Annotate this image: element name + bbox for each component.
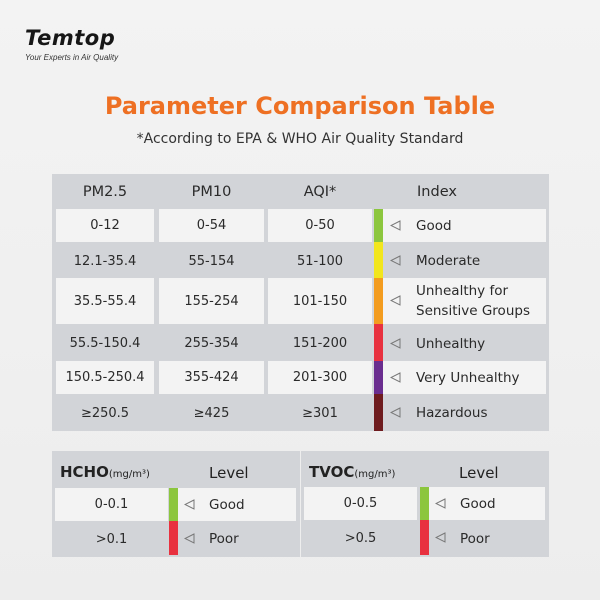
pointer-triangle-icon (435, 532, 446, 543)
level-color-bar (420, 487, 429, 520)
pointer-triangle-icon (390, 372, 401, 383)
header-pm25: PM2.5 (82, 184, 128, 200)
level-label: Hazardous (416, 405, 488, 421)
brand-tagline: Your Experts in Air Quality (25, 53, 119, 62)
level-color-bar (169, 521, 178, 555)
table-cell-pm25: 35.5-55.4 (56, 278, 154, 324)
index-cell-bg (383, 361, 546, 394)
header-index: Index (417, 184, 457, 200)
pointer-triangle-icon (390, 295, 401, 306)
page-subtitle: *According to EPA & WHO Air Quality Stan… (136, 131, 464, 147)
pointer-triangle-icon (390, 338, 401, 349)
table-cell-pm25: ≥250.5 (80, 405, 130, 421)
table-cell-pm25: 0-12 (56, 209, 154, 242)
tvoc-header: TVOC(mg/m³) (309, 463, 396, 481)
table-cell-pm10: 255-354 (184, 336, 239, 351)
table-cell-pm10: 55-154 (188, 253, 235, 269)
pointer-triangle-icon (184, 499, 195, 510)
level-color-bar (374, 278, 383, 324)
table-cell-pm25: 55.5-150.4 (69, 336, 141, 351)
parameter-comparison-table: PM2.5 PM10 AQI* Index 0-12 0-54 0-50 Goo… (52, 174, 549, 431)
brand-logo: Temtop Your Experts in Air Quality (25, 26, 118, 62)
table-cell-aqi: ≥301 (302, 405, 338, 421)
tvoc-range-cell: >0.5 (344, 531, 377, 546)
tvoc-level-label: Poor (460, 530, 490, 547)
table-cell-pm25: 12.1-35.4 (73, 253, 137, 269)
pointer-triangle-icon (390, 407, 401, 418)
tvoc-level-label: Good (460, 495, 496, 512)
hcho-level-label: Good (209, 496, 245, 513)
table-cell-aqi: 0-50 (268, 209, 372, 242)
level-color-bar (374, 361, 383, 394)
pointer-triangle-icon (390, 220, 401, 231)
level-color-bar (374, 324, 383, 361)
hcho-level-label: Poor (209, 531, 239, 547)
hcho-range-cell: 0-0.1 (55, 488, 168, 521)
tvoc-level-header: Level (459, 464, 499, 482)
level-label: Good (416, 217, 452, 234)
table-cell-pm25: 150.5-250.4 (56, 361, 154, 394)
table-cell-aqi: 201-300 (268, 361, 372, 394)
header-aqi: AQI* (303, 184, 337, 200)
level-label: Unhealthy (416, 335, 486, 352)
level-label: Moderate (416, 253, 481, 269)
pointer-triangle-icon (184, 533, 195, 544)
tvoc-range-cell: 0-0.5 (304, 487, 417, 520)
hcho-table: HCHO(mg/m³) Level 0-0.1 Good >0.1 Poor (52, 451, 300, 557)
table-cell-pm10: 355-424 (159, 361, 264, 394)
pointer-triangle-icon (390, 255, 401, 266)
index-cell-bg (383, 278, 546, 324)
level-label: Very Unhealthy (416, 369, 520, 386)
level-label: Unhealthy for Sensitive Groups (416, 283, 530, 319)
pointer-triangle-icon (435, 498, 446, 509)
table-cell-aqi: 101-150 (268, 278, 372, 324)
level-color-bar (374, 242, 383, 278)
tvoc-table: TVOC(mg/m³) Level 0-0.5 Good >0.5 Poor (301, 451, 549, 557)
table-cell-pm10: 155-254 (159, 278, 264, 324)
index-cell-bg (429, 487, 545, 520)
header-pm10: PM10 (191, 184, 232, 200)
hcho-level-header: Level (209, 464, 249, 482)
hcho-header: HCHO(mg/m³) (60, 463, 150, 481)
index-cell-bg (178, 488, 296, 521)
brand-name: Temtop (25, 26, 116, 50)
index-cell-bg (383, 209, 546, 242)
page-title: Parameter Comparison Table (104, 92, 496, 120)
level-color-bar (374, 394, 383, 431)
level-color-bar (169, 488, 178, 521)
hcho-range-cell: >0.1 (95, 531, 128, 547)
table-cell-aqi: 51-100 (296, 253, 344, 269)
table-cell-pm10: 0-54 (159, 209, 264, 242)
table-cell-aqi: 151-200 (292, 336, 348, 351)
table-cell-pm10: ≥425 (193, 405, 230, 421)
level-color-bar (374, 209, 383, 242)
level-color-bar (420, 520, 429, 555)
